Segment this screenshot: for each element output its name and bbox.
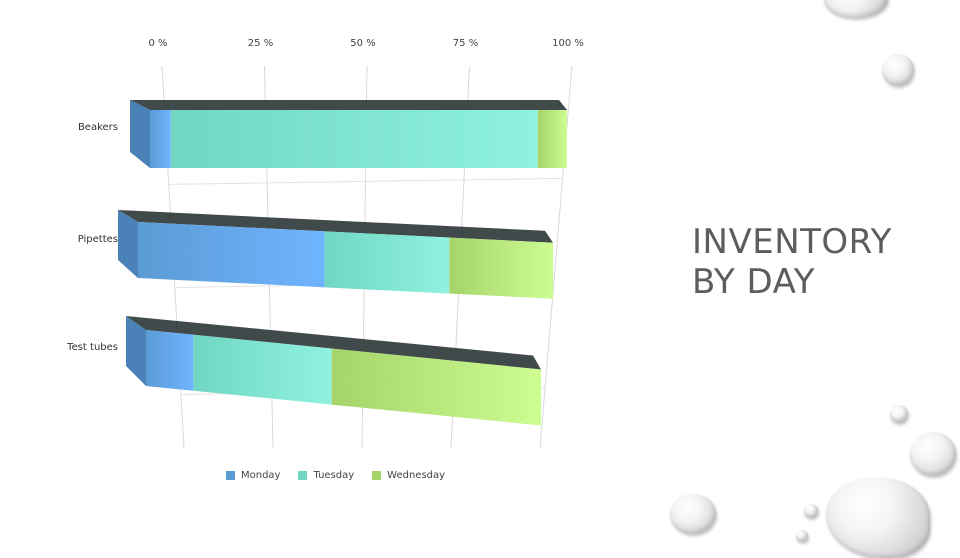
legend-swatch-monday xyxy=(226,471,235,480)
x-tick-label: 100 % xyxy=(552,38,584,49)
water-drop-decoration xyxy=(670,494,716,534)
bar-top-face xyxy=(130,100,567,110)
water-drop-decoration xyxy=(796,530,808,542)
chart-bars xyxy=(118,100,567,426)
bar-segment-monday xyxy=(138,222,325,288)
bar-segment-monday xyxy=(150,110,171,168)
x-tick-label: 75 % xyxy=(453,38,478,49)
bar-end-cap xyxy=(130,100,150,168)
water-drop-decoration xyxy=(882,54,914,86)
x-tick-label: 50 % xyxy=(350,38,375,49)
bar-segment-tuesday xyxy=(193,334,332,405)
x-tick-label: 0 % xyxy=(148,38,167,49)
x-axis-ticks: 0 % 25 % 50 % 75 % 100 % xyxy=(148,38,583,49)
legend-item-tuesday: Tuesday xyxy=(298,470,354,481)
legend-swatch-tuesday xyxy=(298,471,308,480)
water-drop-decoration xyxy=(824,0,888,18)
stacked-bar-chart: 0 % 25 % 50 % 75 % 100 % Beakers Pipettes Test… xyxy=(66,38,584,449)
slide-title: INVENTORY BY DAY xyxy=(692,222,932,302)
bar-top-face xyxy=(126,316,541,370)
water-drop-decoration xyxy=(826,478,930,558)
slide-title-line-1: INVENTORY xyxy=(692,222,892,262)
gridline xyxy=(168,177,563,185)
bar-end-cap xyxy=(126,316,146,386)
legend-label-wednesday: Wednesday xyxy=(387,470,446,481)
chart-legend: Monday Tuesday Wednesday xyxy=(226,470,445,481)
bar-group xyxy=(118,210,553,299)
bar-segment-wednesday xyxy=(537,110,567,168)
water-drop-decoration xyxy=(890,405,908,423)
bar-segment-wednesday xyxy=(331,348,541,426)
legend-label-monday: Monday xyxy=(241,470,281,481)
bar-top-face xyxy=(118,210,553,243)
category-label: Test tubes xyxy=(66,342,118,353)
bar-segment-wednesday xyxy=(449,237,553,299)
bar-segment-monday xyxy=(146,330,194,391)
water-drop-decoration xyxy=(804,504,818,518)
bar-group xyxy=(126,316,541,426)
x-tick-label: 25 % xyxy=(248,38,273,49)
legend-swatch-wednesday xyxy=(372,471,382,480)
y-axis-categories: Beakers Pipettes Test tubes xyxy=(66,122,118,353)
legend-label-tuesday: Tuesday xyxy=(313,470,355,481)
slide-title-line-2: BY DAY xyxy=(692,262,816,302)
bar-segment-tuesday xyxy=(324,231,450,294)
category-label: Beakers xyxy=(78,122,118,133)
bar-group xyxy=(130,100,567,168)
legend-item-wednesday: Wednesday xyxy=(372,470,445,481)
bar-end-cap xyxy=(118,210,138,278)
legend-item-monday: Monday xyxy=(226,470,280,481)
bar-segment-tuesday xyxy=(170,110,538,168)
water-drop-decoration xyxy=(910,432,956,476)
category-label: Pipettes xyxy=(78,234,118,245)
